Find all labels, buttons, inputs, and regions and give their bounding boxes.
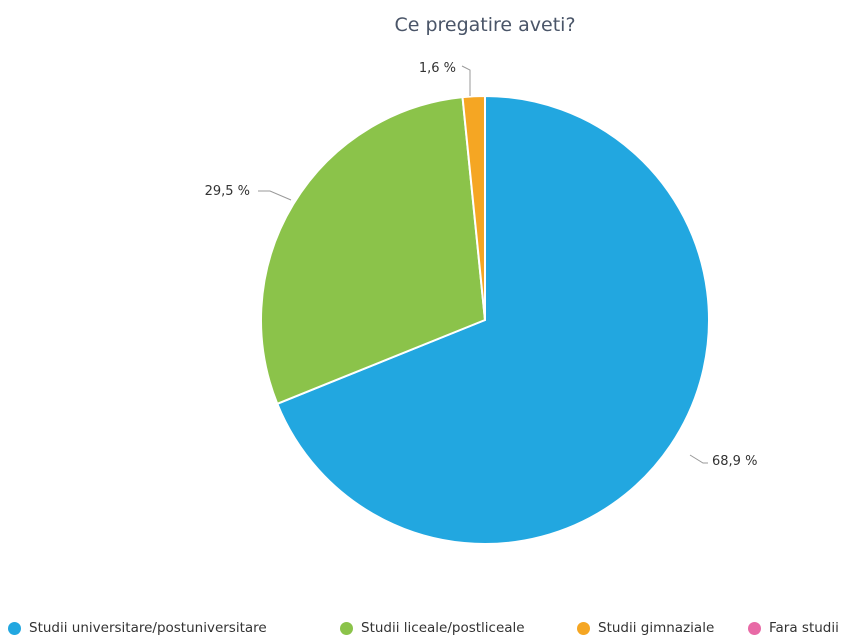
legend-marker-icon xyxy=(577,621,590,635)
legend-label: Studii liceale/postliceale xyxy=(361,620,525,636)
data-label-1: 68,9 % xyxy=(712,454,757,469)
legend-label: Studii universitare/postuniversitare xyxy=(29,620,267,636)
leader-line-3 xyxy=(461,65,471,96)
legend-item-studii-liceale[interactable]: Studii liceale/postliceale xyxy=(340,620,525,636)
legend-item-studii-universitare[interactable]: Studii universitare/postuniversitare xyxy=(8,620,267,636)
legend-item-fara-studii[interactable]: Fara studii xyxy=(748,620,839,636)
pie-slice-2[interactable] xyxy=(260,96,487,406)
legend-marker-icon xyxy=(748,621,761,635)
data-label-3: 1,6 % xyxy=(419,61,456,76)
legend-label: Studii gimnaziale xyxy=(598,620,715,636)
pie-slice-1[interactable] xyxy=(275,94,710,545)
leader-line-1 xyxy=(689,454,708,464)
legend-item-studii-gimnaziale[interactable]: Studii gimnaziale xyxy=(577,620,714,636)
pie-slice-3[interactable] xyxy=(461,94,486,321)
pie-svg: 68,9 % 29,5 % 1,6 % xyxy=(205,61,757,545)
leader-line-2 xyxy=(258,190,292,201)
legend-marker-icon xyxy=(340,621,353,635)
legend: Studii universitare/postuniversitare Stu… xyxy=(0,620,858,642)
data-label-2: 29,5 % xyxy=(205,184,250,199)
chart-title: Ce pregatire aveti? xyxy=(394,14,576,36)
legend-marker-icon xyxy=(8,621,21,635)
legend-label: Fara studii xyxy=(769,620,839,636)
